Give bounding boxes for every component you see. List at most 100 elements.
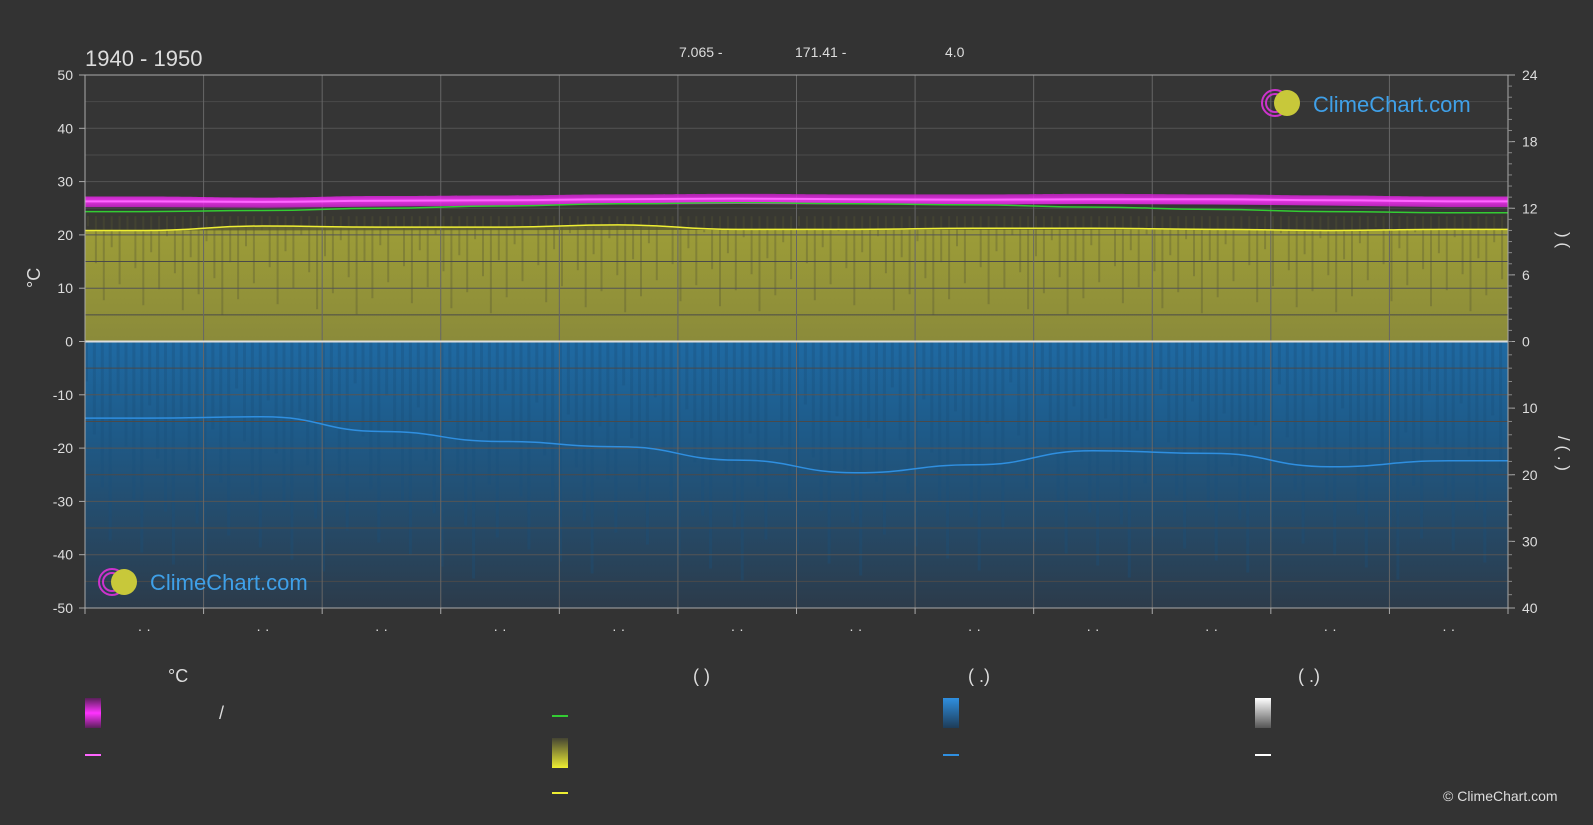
- y-tick-label: -50: [53, 600, 73, 616]
- sunshine-streak: [1461, 216, 1464, 275]
- sunshine-streak: [1042, 216, 1045, 294]
- sunshine-streak: [1153, 216, 1156, 272]
- sunshine-streak: [1477, 216, 1480, 259]
- y-tick-label: 10: [57, 280, 73, 296]
- sunshine-streak: [1114, 216, 1116, 267]
- x-tick-label: · ·: [1086, 621, 1099, 637]
- climechart-logo-icon: [98, 568, 137, 596]
- y2-top-tick-label: 24: [1522, 67, 1538, 83]
- sunshine-streak: [703, 216, 706, 233]
- legend-sunshine-mean-swatch: [552, 792, 568, 794]
- sunshine-streak: [1011, 216, 1014, 236]
- precipitation-streak: [1238, 341, 1242, 520]
- legend-temp-range-slash: /: [219, 703, 225, 723]
- precipitation-streak: [108, 341, 112, 541]
- sunshine-streak: [450, 216, 453, 309]
- sunshine-streak: [284, 216, 287, 252]
- precipitation-streak: [796, 341, 799, 552]
- precipitation-streak: [669, 341, 673, 504]
- sunshine-streak: [695, 216, 698, 286]
- sunshine-streak: [1501, 216, 1504, 280]
- sunshine-streak: [758, 216, 761, 312]
- sunshine-streak: [877, 216, 879, 237]
- precipitation-streak: [985, 341, 989, 424]
- precipitation-streak: [179, 341, 183, 418]
- sunshine-streak: [1200, 216, 1203, 314]
- sunshine-streak: [971, 216, 974, 231]
- legend-daylight-swatch: [552, 715, 568, 717]
- sunshine-streak: [805, 216, 808, 264]
- sunshine-streak: [1453, 216, 1456, 238]
- precipitation-streak: [156, 341, 160, 459]
- precipitation-streak: [250, 341, 254, 495]
- precipitation-streak: [559, 341, 562, 562]
- precipitation-streak: [187, 341, 191, 471]
- sunshine-streak: [1287, 216, 1290, 271]
- sunshine-streak: [1161, 216, 1164, 309]
- precipitation-streak: [685, 341, 689, 410]
- x-tick-label: · ·: [731, 621, 744, 637]
- precipitation-streak: [1246, 341, 1250, 573]
- sunshine-streak: [671, 216, 674, 265]
- precipitation-streak: [1127, 341, 1131, 578]
- right-axis-label-top: ) (: [1554, 232, 1573, 249]
- precipitation-streak: [780, 341, 784, 446]
- logo-text-bottom: ClimeChart.com: [150, 570, 308, 595]
- sunshine-streak: [126, 216, 129, 232]
- sunshine-streak: [1351, 216, 1353, 297]
- precipitation-streak: [961, 341, 965, 465]
- precipitation-streak: [606, 341, 610, 480]
- precipitation-streak: [867, 341, 871, 429]
- precipitation-streak: [574, 341, 578, 468]
- precipitation-streak: [92, 341, 96, 435]
- precipitation-streak: [1325, 341, 1329, 503]
- sunshine-streak: [600, 216, 603, 292]
- precipitation-streak: [732, 341, 736, 528]
- precipitation-streak: [938, 341, 942, 506]
- precipitation-streak: [882, 341, 886, 535]
- precipitation-streak: [219, 341, 223, 483]
- precipitation-streak: [622, 341, 626, 386]
- precipitation-streak: [1372, 341, 1376, 421]
- sunshine-streak: [1327, 216, 1330, 276]
- legend-snow-heading: ( .): [1298, 666, 1320, 686]
- precipitation-streak: [1104, 341, 1108, 419]
- sunshine-streak: [995, 216, 998, 252]
- precipitation-streak: [914, 341, 918, 547]
- sunshine-streak: [1169, 216, 1172, 256]
- precipitation-streak: [993, 341, 997, 477]
- sunshine-streak: [1390, 216, 1393, 302]
- sunshine-streak: [442, 216, 445, 272]
- sunshine-streak: [426, 216, 429, 288]
- sunshine-streak: [813, 216, 816, 301]
- precipitation-streak: [1404, 341, 1408, 433]
- temperature-mean-line: [85, 197, 1508, 203]
- precipitation-streak: [898, 341, 902, 441]
- precipitation-streak: [1025, 341, 1029, 489]
- sunshine-streak: [750, 216, 753, 275]
- precipitation-streak: [803, 341, 807, 405]
- sunshine-streak: [87, 216, 89, 227]
- legend-precip-range-swatch: [943, 698, 959, 728]
- precipitation-streak: [954, 341, 957, 412]
- precipitation-streak: [1396, 341, 1400, 580]
- precipitation-streak: [527, 341, 531, 550]
- precipitation-streak: [1088, 341, 1092, 513]
- y-tick-label: -10: [53, 387, 73, 403]
- y2-bottom-tick-label: 30: [1522, 533, 1538, 549]
- precipitation-streak: [582, 341, 586, 521]
- sunshine-streak: [553, 216, 556, 250]
- precipitation-streak: [1135, 341, 1139, 431]
- precipitation-streak: [1341, 341, 1345, 409]
- sunshine-streak: [1074, 216, 1077, 262]
- sunshine-streak: [1129, 216, 1132, 251]
- sunshine-streak: [489, 216, 492, 314]
- sunshine-streak: [339, 216, 342, 241]
- precipitation-streak: [487, 341, 491, 485]
- x-tick-label: · ·: [612, 621, 625, 637]
- precipitation-streak: [1017, 341, 1021, 436]
- precipitation-streak: [1459, 341, 1463, 404]
- precipitation-streak: [314, 341, 318, 519]
- precipitation-streak: [756, 341, 760, 487]
- precipitation-streak: [329, 341, 333, 425]
